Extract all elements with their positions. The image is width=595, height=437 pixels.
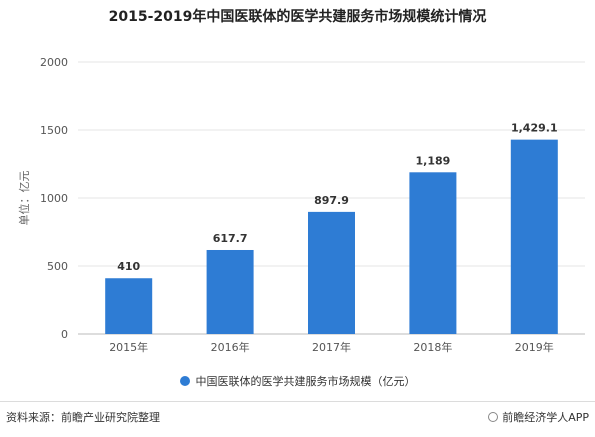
chart-title: 2015-2019年中国医联体的医学共建服务市场规模统计情况 (108, 9, 487, 25)
bar (409, 172, 457, 334)
data-label: 897.9 (314, 194, 349, 207)
data-label: 410 (117, 260, 140, 273)
legend-label: 中国医联体的医学共建服务市场规模（亿元） (195, 375, 416, 388)
x-tick-label: 2019年 (515, 340, 554, 354)
x-tick-label: 2018年 (413, 340, 452, 354)
data-label: 1,189 (416, 154, 451, 167)
value-labels: 410 617.7 897.9 1,189 1,429.1 (117, 122, 557, 274)
brand-logo-icon (488, 412, 499, 422)
brand-credit: 前瞻经济学人APP (488, 409, 589, 425)
x-tick-label: 2017年 (312, 340, 351, 354)
bars (105, 139, 558, 334)
source-note: 资料来源：前瞻产业研究院整理 (6, 411, 160, 424)
footer-divider (0, 401, 595, 402)
y-tick-label: 500 (47, 260, 68, 273)
y-axis-label: 单位：亿元 (17, 171, 31, 226)
bar (105, 278, 153, 334)
bar (510, 139, 558, 334)
data-label: 617.7 (213, 232, 248, 245)
x-tick-label: 2016年 (211, 340, 250, 354)
bar (308, 211, 355, 334)
x-axis-ticks: 2015年 2016年 2017年 2018年 2019年 (109, 340, 554, 354)
bar (206, 249, 254, 334)
legend-swatch (179, 376, 190, 386)
legend: 中国医联体的医学共建服务市场规模（亿元） (0, 373, 595, 389)
data-label: 1,429.1 (511, 122, 558, 135)
y-tick-label: 1000 (40, 192, 68, 205)
brand-text: 前瞻经济学人APP (502, 411, 589, 424)
x-tick-label: 2015年 (109, 340, 148, 354)
y-tick-label: 1500 (40, 124, 68, 137)
y-axis-ticks: 0 500 1000 1500 2000 (40, 56, 68, 341)
y-tick-label: 2000 (40, 56, 68, 69)
y-tick-label: 0 (61, 328, 68, 341)
